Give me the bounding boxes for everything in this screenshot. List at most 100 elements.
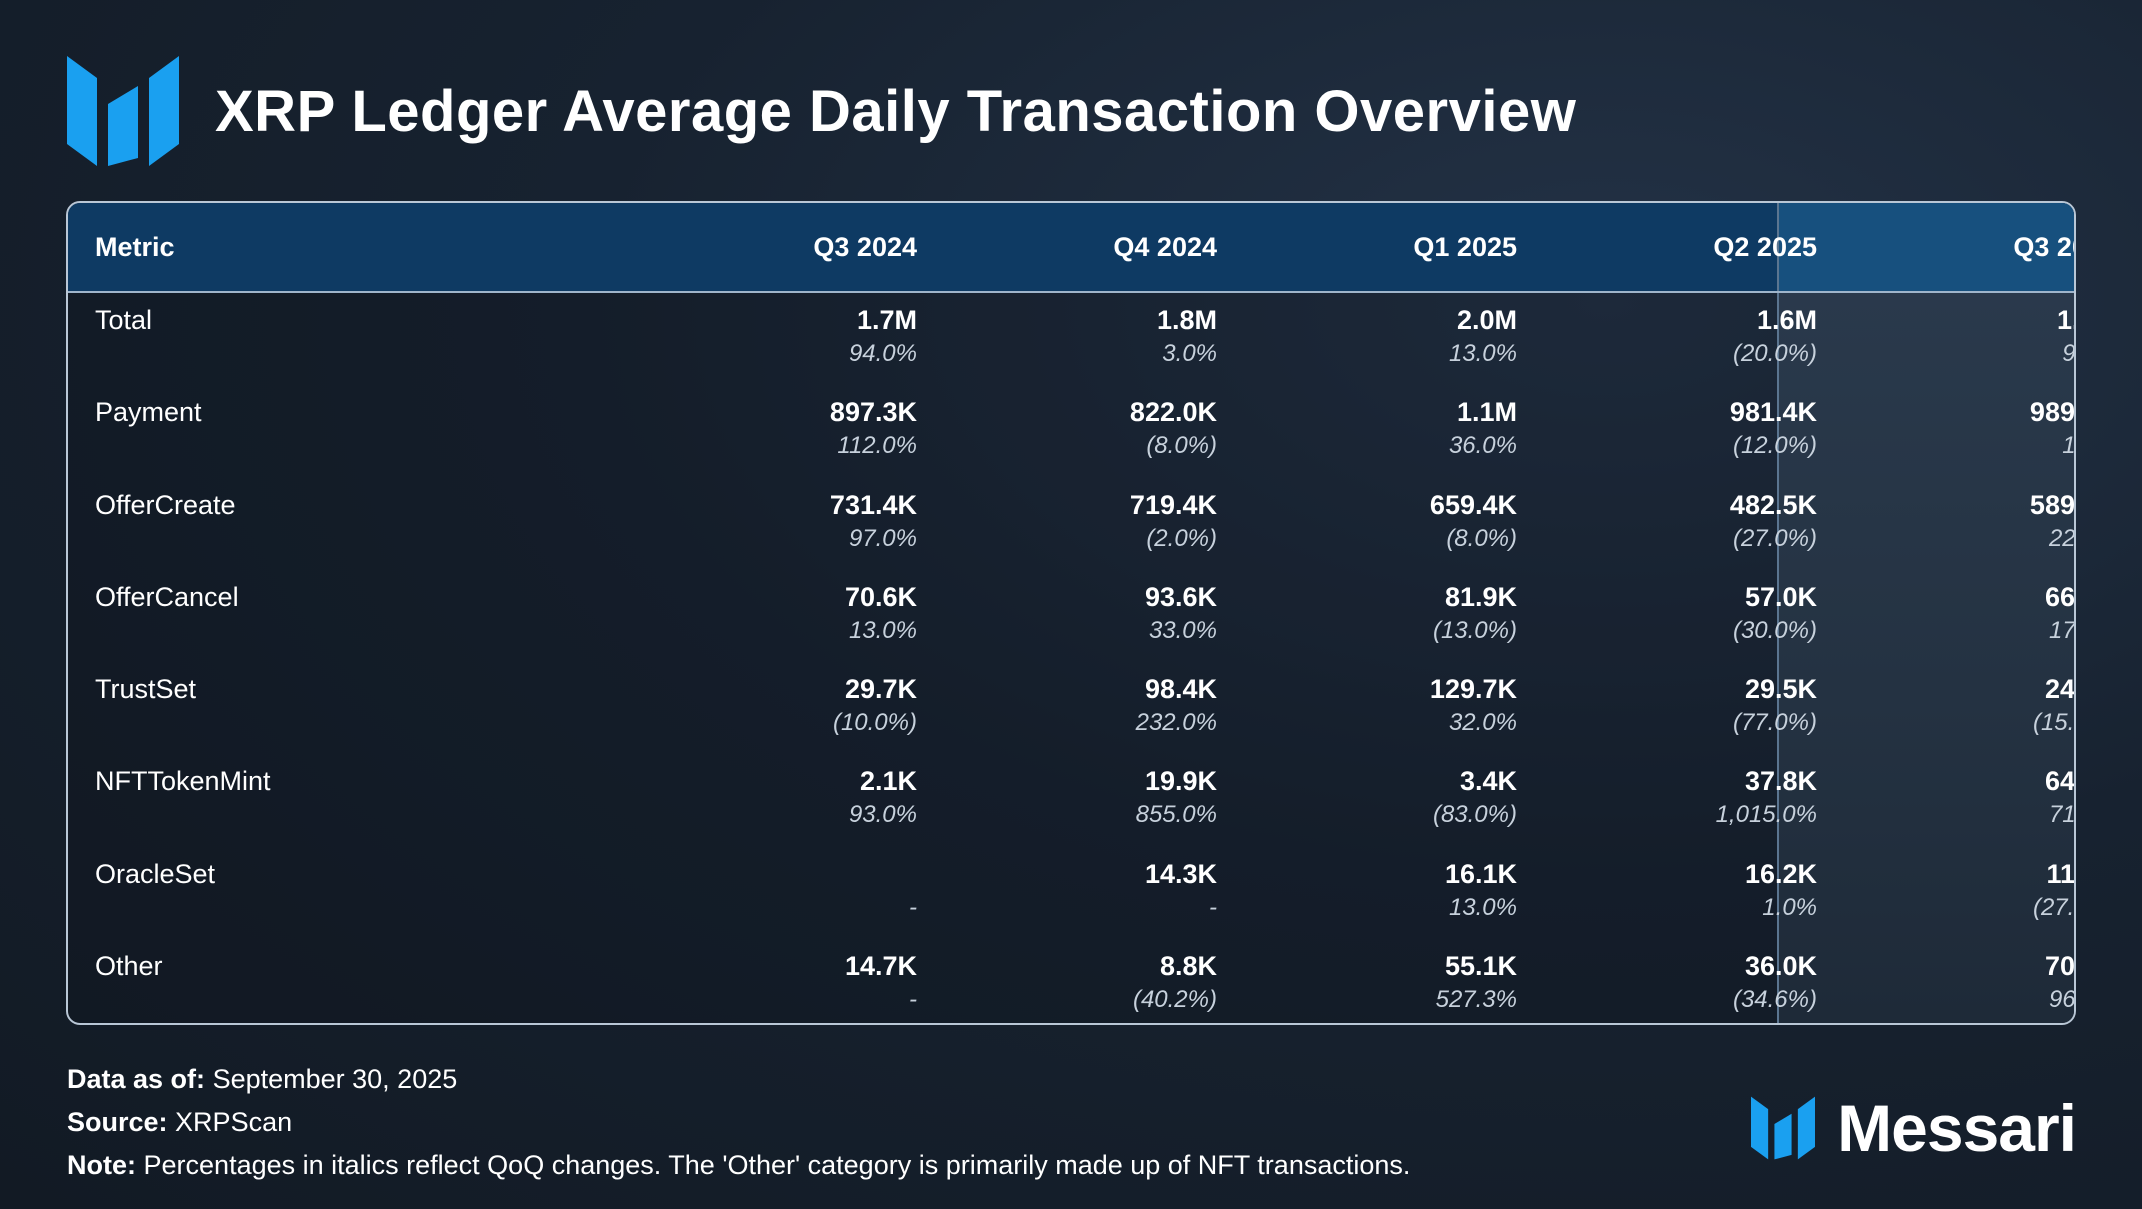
cell-qoq-change: (12.0%) xyxy=(1732,432,1817,460)
cell-value: 989.6K xyxy=(2029,397,2075,428)
table-cell: 93.6K 33.0% xyxy=(957,580,1217,648)
table-cell: 29.7K (10.0%) xyxy=(657,672,917,740)
cell-qoq-change: - xyxy=(909,893,917,921)
cell-value: 2.0M xyxy=(1456,305,1517,335)
cell-value: 822.0K xyxy=(1129,397,1217,428)
table-cell: - xyxy=(657,857,917,925)
table-cell: 2.0M 13.0% xyxy=(1257,303,1517,371)
footer-notes: Data as of: September 30, 2025 Source: X… xyxy=(67,1058,1410,1187)
brand-logo: Messari xyxy=(1751,1090,2077,1166)
row-metric-label: Payment xyxy=(95,397,202,428)
cell-value: 1.7M xyxy=(856,305,917,335)
table-cell: 731.4K 97.0% xyxy=(657,488,917,556)
cell-value: 24.9K xyxy=(2044,674,2075,705)
cell-value: 897.3K xyxy=(829,397,917,428)
cell-qoq-change: (15.0%) xyxy=(2032,709,2075,737)
cell-value: 14.3K xyxy=(1144,858,1217,889)
brand-name: Messari xyxy=(1837,1091,2077,1165)
header-col-3: Q1 2025 xyxy=(1413,231,1517,262)
highlighted-column-header-bg xyxy=(1777,203,2074,291)
table-cell: 24.9K (15.0%) xyxy=(1857,672,2075,740)
cell-qoq-change: 32.0% xyxy=(1448,709,1517,737)
table-cell: 2.1K 93.0% xyxy=(657,764,917,832)
cell-qoq-change: 1.0% xyxy=(2062,432,2076,460)
cell-qoq-change: (20.0%) xyxy=(1732,340,1817,367)
header-col-4: Q2 2025 xyxy=(1713,231,1817,262)
cell-qoq-change: 36.0% xyxy=(1448,432,1517,460)
cell-qoq-change: (83.0%) xyxy=(1432,801,1517,829)
cell-value: 1.8M xyxy=(2056,305,2074,335)
cell-qoq-change: (8.0%) xyxy=(1446,524,1517,552)
table-cell: 822.0K (8.0%) xyxy=(957,395,1217,463)
table-cell: 8.8K (40.2%) xyxy=(957,949,1217,1017)
cell-value: 1.8M xyxy=(1156,305,1217,335)
table-cell: 66.8K 17.0% xyxy=(1857,580,2076,648)
header: XRP Ledger Average Daily Transaction Ove… xyxy=(67,55,1576,167)
cell-value: 36.0K xyxy=(1744,951,1817,982)
data-as-of: Data as of: September 30, 2025 xyxy=(67,1064,458,1094)
cell-value: 98.4K xyxy=(1144,674,1217,705)
cell-qoq-change: (27.0%) xyxy=(1732,524,1817,552)
cell-value: 1.1M xyxy=(1456,397,1517,428)
row-metric-label: OfferCancel xyxy=(95,581,239,612)
table-cell: 14.3K - xyxy=(957,857,1217,925)
cell-value: 482.5K xyxy=(1729,489,1817,520)
table-row: Other 14.7K - 8.8K (40.2%) 55.1K 527.3% 36.0K (3… xyxy=(68,939,2075,1023)
highlighted-column-bg xyxy=(1777,203,2074,1023)
note: Note: Percentages in italics reflect QoQ… xyxy=(67,1150,1411,1180)
cell-value: 70.7K xyxy=(2044,951,2075,982)
cell-qoq-change: 22.0% xyxy=(2048,524,2076,552)
cell-qoq-change: (2.0%) xyxy=(1146,524,1217,552)
table-row: Total 1.7M 94.0% 1.8M 3.0% 2.0M 13.0% 1.6M (20.0… xyxy=(68,293,2074,385)
row-metric-label: NFTTokenMint xyxy=(95,766,271,797)
cell-value: 57.0K xyxy=(1744,581,1817,612)
table-cell: 19.9K 855.0% xyxy=(957,764,1217,832)
cell-value: 981.4K xyxy=(1729,397,1817,428)
cell-qoq-change: 13.0% xyxy=(1448,893,1517,921)
messari-brand-icon xyxy=(1751,1096,1816,1160)
table-row: NFTTokenMint 2.1K 93.0% 19.9K 855.0% 3.4K (83.… xyxy=(68,754,2074,846)
data-table: Metric Q3 2024 Q4 2024 Q1 2025 Q2 2025 Q… xyxy=(66,201,2076,1025)
cell-qoq-change: 93.0% xyxy=(848,801,917,829)
cell-qoq-change: (40.2%) xyxy=(1132,986,1217,1014)
cell-qoq-change: (13.0%) xyxy=(1432,616,1517,644)
cell-value: 659.4K xyxy=(1429,489,1517,520)
cell-qoq-change: 1,015.0% xyxy=(1715,801,1817,829)
cell-qoq-change: 17.0% xyxy=(2048,616,2076,644)
cell-value: 29.5K xyxy=(1744,674,1817,705)
cell-value: 8.8K xyxy=(1159,951,1217,982)
cell-qoq-change: (34.6%) xyxy=(1732,986,1817,1014)
table-cell: 719.4K (2.0%) xyxy=(957,488,1217,556)
table-cell: 29.5K (77.0%) xyxy=(1557,672,1817,740)
table-body: Total 1.7M 94.0% 1.8M 3.0% 2.0M 13.0% 1.6M (20.0… xyxy=(68,293,2076,1023)
cell-value: 55.1K xyxy=(1444,951,1517,982)
cell-value: 66.8K xyxy=(2044,581,2075,612)
cell-qoq-change: 9.0% xyxy=(2062,340,2076,367)
table-row: TrustSet 29.7K (10.0%) 98.4K 232.0% 129.7K 32.… xyxy=(68,662,2074,754)
cell-value: 19.9K xyxy=(1144,766,1217,797)
table-cell: 36.0K (34.6%) xyxy=(1557,949,1817,1017)
row-metric-label: OfferCreate xyxy=(95,489,236,520)
cell-qoq-change: 71.0% xyxy=(2048,801,2076,829)
cell-value: 93.6K xyxy=(1144,581,1217,612)
cell-qoq-change: 3.0% xyxy=(1162,340,1217,367)
messari-logo-icon xyxy=(67,56,179,166)
page-title: XRP Ledger Average Daily Transaction Ove… xyxy=(215,78,1577,144)
cell-value: 16.2K xyxy=(1744,858,1817,889)
table-cell: 57.0K (30.0%) xyxy=(1557,580,1817,648)
cell-value: 14.7K xyxy=(844,951,917,982)
cell-value: 1.6M xyxy=(1756,305,1817,335)
cell-value: 11.8K xyxy=(2046,858,2075,889)
row-metric-label: TrustSet xyxy=(95,674,197,705)
cell-qoq-change: 13.0% xyxy=(1448,340,1517,367)
cell-value: 2.1K xyxy=(859,766,917,797)
table-cell: 589.6K 22.0% xyxy=(1857,488,2076,556)
table-cell: 64.6K 71.0% xyxy=(1857,764,2076,832)
header-metric: Metric xyxy=(95,231,175,262)
cell-value: 64.6K xyxy=(2044,766,2075,797)
cell-value: 3.4K xyxy=(1459,766,1517,797)
cell-qoq-change: 94.0% xyxy=(848,340,917,367)
table-cell: 981.4K (12.0%) xyxy=(1557,395,1817,463)
table-cell: 129.7K 32.0% xyxy=(1257,672,1517,740)
source: Source: XRPScan xyxy=(67,1107,293,1137)
